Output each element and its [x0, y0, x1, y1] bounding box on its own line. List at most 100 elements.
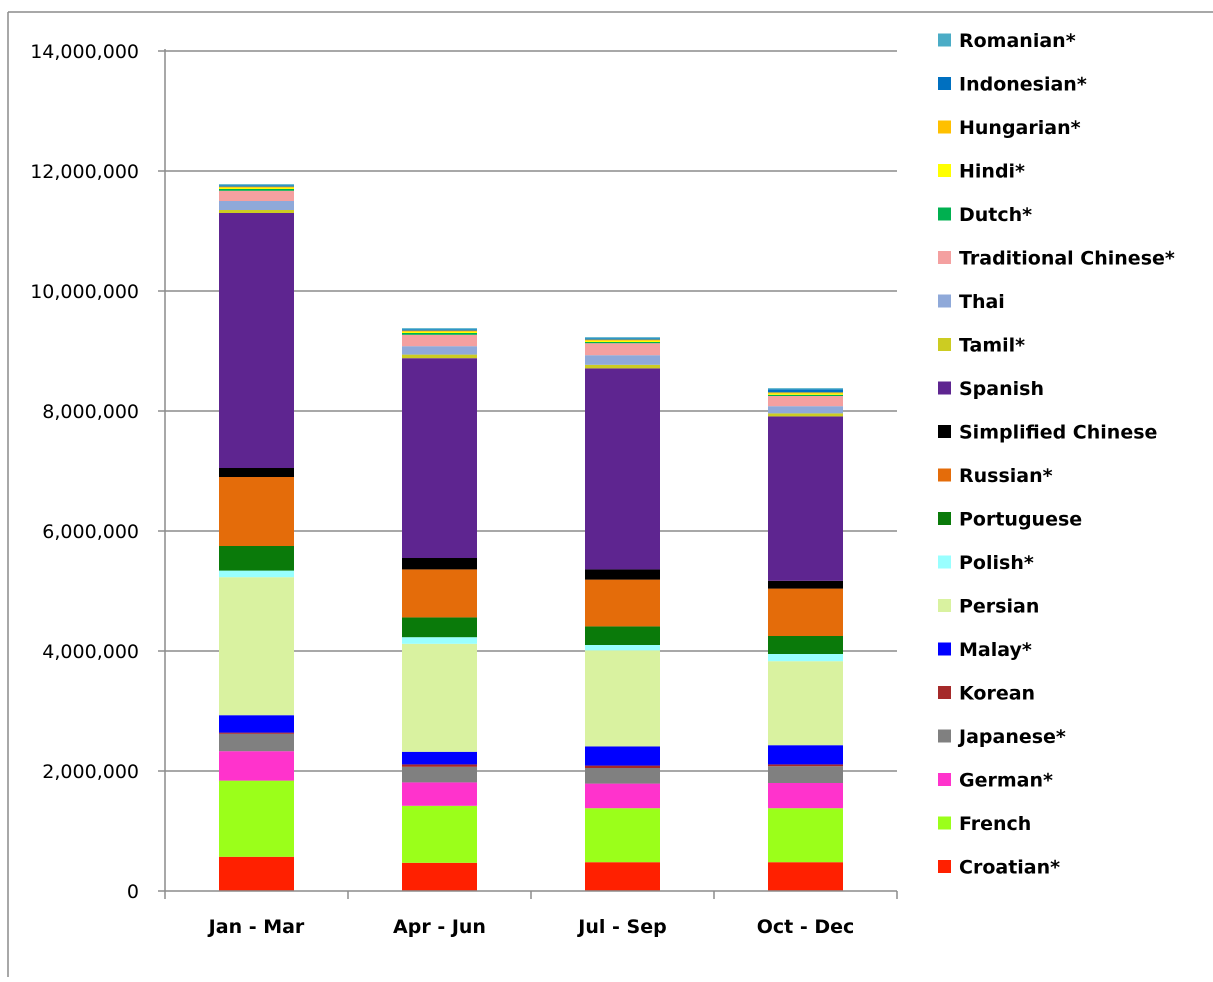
legend-swatch — [938, 555, 951, 569]
bar-segment — [585, 355, 660, 365]
legend-item: Traditional Chinese* — [938, 248, 1175, 270]
bar-segment — [219, 201, 294, 210]
bar-segment — [402, 333, 477, 335]
bar-segment — [402, 558, 477, 570]
bar-segment — [768, 396, 843, 407]
bar-segment — [402, 334, 477, 347]
legend-swatch — [938, 860, 951, 873]
legend-item: Simplified Chinese — [938, 422, 1157, 444]
bar-segment — [219, 856, 294, 891]
x-tick-label: Apr - Jun — [393, 916, 486, 938]
bar-segment — [402, 331, 477, 333]
bar-segment — [585, 650, 660, 747]
x-tick-label: Oct - Dec — [757, 916, 855, 938]
legend-swatch — [938, 425, 951, 438]
legend-label: Croatian* — [959, 857, 1060, 879]
bar-segment — [219, 189, 294, 191]
legend-label: Traditional Chinese* — [959, 248, 1175, 270]
bar-segment — [402, 569, 477, 618]
bar-segment — [402, 329, 477, 331]
bar-segment — [768, 783, 843, 809]
bar-segment — [402, 358, 477, 558]
legend-swatch — [938, 512, 951, 525]
legend-item: Polish* — [938, 552, 1034, 574]
y-tick-label: 6,000,000 — [42, 521, 139, 543]
bar-segment — [402, 330, 477, 332]
legend-item: Hindi* — [938, 161, 1025, 183]
bar-segment — [768, 413, 843, 417]
bar-segment — [219, 577, 294, 716]
bar-segment — [585, 337, 660, 339]
bar-segment — [768, 394, 843, 396]
legend-swatch — [938, 251, 951, 264]
y-tick-label: 10,000,000 — [30, 281, 139, 303]
x-tick-label: Jan - Mar — [207, 916, 305, 938]
legend-item: Dutch* — [938, 204, 1032, 226]
legend-item: Hungarian* — [938, 117, 1081, 139]
legend-item: French — [938, 813, 1031, 835]
bar-segment — [585, 368, 660, 570]
bar-segment — [585, 645, 660, 651]
legend-item: Portuguese — [938, 509, 1082, 531]
bar-segment — [402, 354, 477, 359]
bar-segment — [402, 862, 477, 891]
legend-item: German* — [938, 770, 1053, 792]
bar-segment — [768, 654, 843, 662]
bar-segment — [768, 661, 843, 746]
bar-segment — [219, 213, 294, 468]
y-tick-label: 14,000,000 — [30, 41, 139, 63]
legend-swatch — [938, 294, 951, 308]
bar-segment — [768, 588, 843, 636]
legend-label: Polish* — [959, 552, 1034, 574]
legend-label: Romanian* — [959, 30, 1076, 52]
legend-item: Spanish — [938, 378, 1044, 400]
bar-segment — [219, 186, 294, 188]
bar-segment — [219, 190, 294, 201]
legend-label: Spanish — [959, 378, 1044, 400]
bar-segment — [768, 764, 843, 767]
legend-swatch — [938, 642, 951, 656]
bar-segment — [768, 862, 843, 891]
bar-segment — [768, 766, 843, 783]
bar-segment — [768, 808, 843, 863]
bar-segment — [219, 546, 294, 571]
bar-segment — [219, 780, 294, 857]
y-tick-label: 2,000,000 — [42, 761, 139, 783]
legend-label: Russian* — [959, 465, 1053, 487]
bar-segment — [402, 346, 477, 355]
bar-segment — [585, 746, 660, 766]
bar-segment — [219, 570, 294, 578]
legend-label: Simplified Chinese — [959, 422, 1157, 444]
legend-label: Hungarian* — [959, 117, 1081, 139]
legend-label: Tamil* — [959, 335, 1025, 357]
bar-segment — [219, 187, 294, 189]
bar-segment — [768, 389, 843, 393]
legend-label: Thai — [959, 291, 1005, 313]
bar-segment — [585, 765, 660, 768]
legend-label: Persian — [959, 596, 1039, 618]
bar-segment — [219, 732, 294, 734]
bar-segment — [585, 364, 660, 369]
bar-segment — [219, 210, 294, 213]
bar-segment — [585, 768, 660, 784]
legend-item: Malay* — [938, 639, 1032, 661]
bar-segment — [585, 862, 660, 891]
legend-item: Indonesian* — [938, 74, 1087, 96]
legend-label: Portuguese — [959, 509, 1082, 531]
bar-segment — [219, 184, 294, 186]
y-tick-label: 0 — [127, 881, 139, 903]
legend-swatch — [938, 729, 951, 743]
legend-label: Malay* — [959, 639, 1032, 661]
y-tick-label: 4,000,000 — [42, 641, 139, 663]
bar-segment — [585, 783, 660, 809]
legend-swatch — [938, 381, 951, 395]
x-tick-label: Jul - Sep — [576, 916, 666, 938]
legend-label: Hindi* — [959, 161, 1025, 183]
bar-segment — [219, 185, 294, 187]
legend-label: French — [959, 813, 1031, 835]
bar-segment — [219, 715, 294, 733]
bar-segment — [219, 477, 294, 546]
bar-segment — [402, 766, 477, 783]
bar-segment — [768, 636, 843, 654]
